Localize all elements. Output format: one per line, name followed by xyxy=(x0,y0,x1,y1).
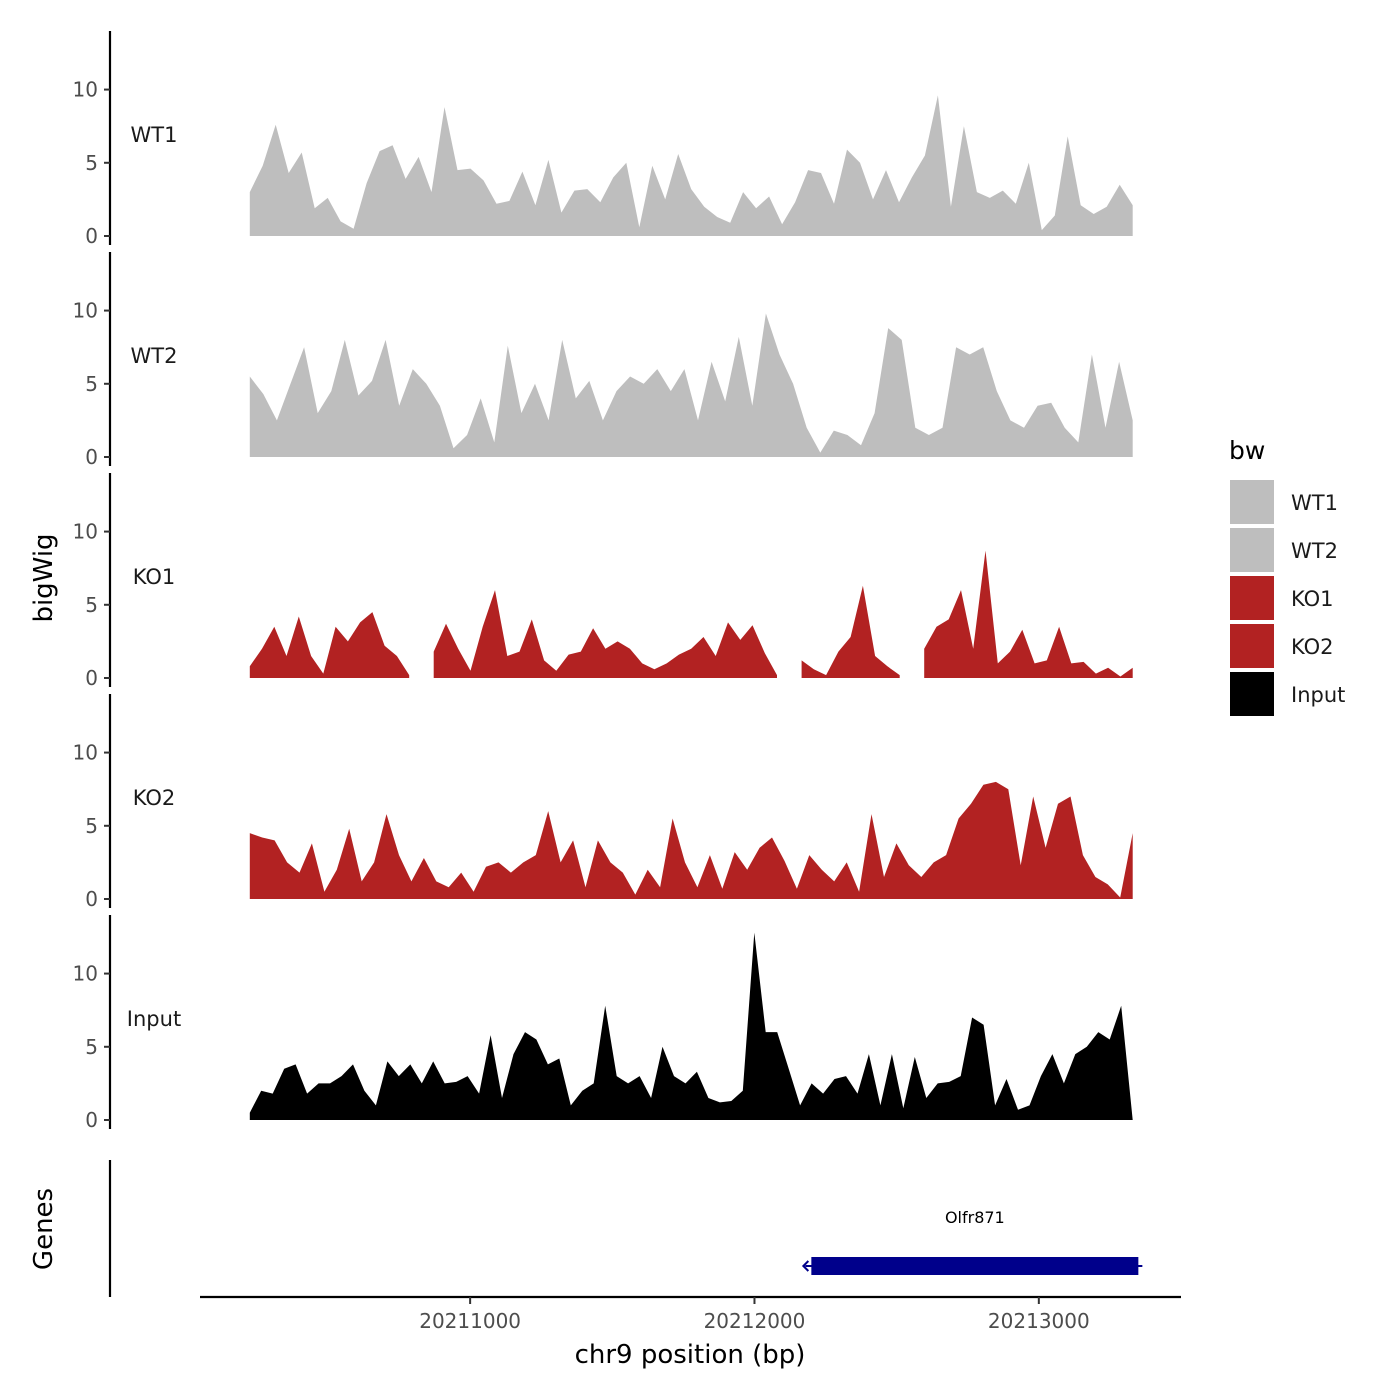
y-tick-label: 10 xyxy=(73,299,98,323)
x-tick-label: 20213000 xyxy=(988,1309,1090,1333)
legend-item-input: Input xyxy=(1230,672,1345,716)
coverage-area-ko2 xyxy=(249,781,1133,899)
y-tick-label: 5 xyxy=(85,1035,98,1059)
y-tick-label: 10 xyxy=(73,962,98,986)
legend-swatch xyxy=(1230,480,1274,524)
track-panel-wt2: 0 5 10 WT2 xyxy=(73,252,1133,469)
track-label-ko2: KO2 xyxy=(133,786,176,810)
x-tick-label: 20212000 xyxy=(704,1309,806,1333)
y-tick-label: 10 xyxy=(73,520,98,544)
gene-label: Olfr871 xyxy=(945,1208,1005,1227)
y-tick-label: 0 xyxy=(85,224,98,248)
legend-swatch xyxy=(1230,528,1274,572)
track-label-wt1: WT1 xyxy=(131,123,178,147)
genes-axis-title: Genes xyxy=(29,1188,59,1270)
y-tick-label: 10 xyxy=(73,741,98,765)
legend-swatch xyxy=(1230,624,1274,668)
track-panel-wt1: 0 5 10 WT1 xyxy=(73,31,1133,248)
track-label-wt2: WT2 xyxy=(131,344,178,368)
y-tick-label: 5 xyxy=(85,593,98,617)
track-label-ko1: KO1 xyxy=(133,565,176,589)
coverage-area-input xyxy=(249,932,1133,1120)
y-tick-label: 5 xyxy=(85,814,98,838)
y-tick-label: 5 xyxy=(85,372,98,396)
legend: bw WT1 WT2 KO1 KO2 Input xyxy=(1229,436,1345,716)
track-panel-ko1: 0 5 10 KO1 xyxy=(73,473,1133,690)
legend-label: WT2 xyxy=(1291,539,1338,563)
legend-item-ko1: KO1 xyxy=(1230,576,1334,620)
track-label-input: Input xyxy=(127,1007,181,1031)
coverage-tracks: 0 5 10 WT1 0 5 10 WT2 0 5 10 KO1 0 5 10 KO2 0 5 10 Input xyxy=(73,31,1133,1132)
legend-title: bw xyxy=(1229,436,1265,465)
y-tick-label: 0 xyxy=(85,666,98,690)
coverage-area-wt1 xyxy=(249,95,1133,237)
y-tick-label: 0 xyxy=(85,1108,98,1132)
y-tick-label: 5 xyxy=(85,151,98,175)
gene-strand-arrow xyxy=(801,1260,810,1272)
legend-item-wt1: WT1 xyxy=(1230,480,1338,524)
legend-item-ko2: KO2 xyxy=(1230,624,1334,668)
gene-panel: Olfr871 xyxy=(108,1160,1143,1297)
legend-label: WT1 xyxy=(1291,491,1338,515)
legend-item-wt2: WT2 xyxy=(1230,528,1338,572)
legend-swatch xyxy=(1230,672,1274,716)
y-tick-label: 0 xyxy=(85,445,98,469)
x-axis-title: chr9 position (bp) xyxy=(575,1340,806,1370)
coverage-area-ko1 xyxy=(249,550,1133,678)
y-tick-label: 10 xyxy=(73,78,98,102)
x-axis: 20211000 20212000 20213000 xyxy=(200,1295,1181,1333)
legend-label: KO1 xyxy=(1291,587,1334,611)
coverage-area-wt2 xyxy=(249,313,1133,457)
y-tick-label: 0 xyxy=(85,887,98,911)
x-tick-label: 20211000 xyxy=(419,1309,521,1333)
legend-swatch xyxy=(1230,576,1274,620)
legend-label: Input xyxy=(1291,683,1345,707)
track-panel-ko2: 0 5 10 KO2 xyxy=(73,694,1133,911)
y-axis-title: bigWig xyxy=(29,533,59,622)
legend-label: KO2 xyxy=(1291,635,1334,659)
track-panel-input: 0 5 10 Input xyxy=(73,915,1133,1132)
